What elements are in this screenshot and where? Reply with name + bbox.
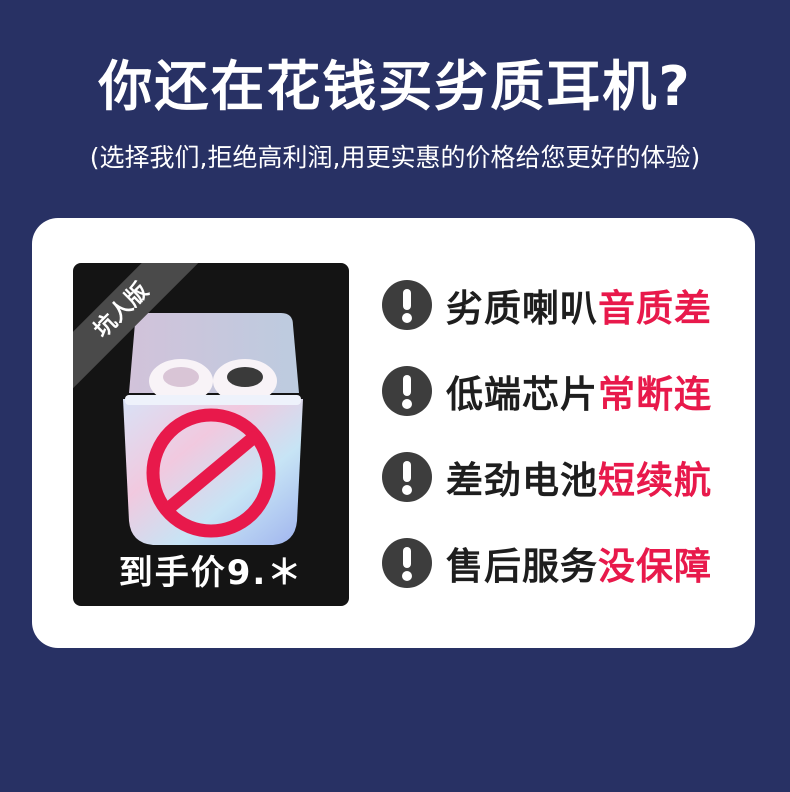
- feature-label: 劣质喇叭: [446, 287, 598, 330]
- feature-highlight: 短续航: [598, 459, 712, 502]
- feature-text: 售后服务没保障: [446, 536, 712, 590]
- feature-highlight: 没保障: [598, 545, 712, 588]
- subline: (选择我们,拒绝高利润,用更实惠的价格给您更好的体验): [89, 143, 701, 172]
- price-label: 到手价9.＊: [118, 553, 304, 593]
- exclamation-icon: [382, 280, 432, 330]
- feature-text: 劣质喇叭音质差: [446, 278, 712, 332]
- exclamation-icon: [382, 366, 432, 416]
- feature-list: 劣质喇叭音质差 低端芯片常断连 差劲电池短续航 售后服务没保障: [382, 276, 742, 620]
- feature-item: 售后服务没保障: [382, 534, 742, 592]
- exclamation-icon: [382, 452, 432, 502]
- feature-label: 售后服务: [446, 545, 598, 588]
- headline: 你还在花钱买劣质耳机?: [98, 55, 692, 118]
- exclamation-icon: [382, 538, 432, 588]
- feature-label: 差劲电池: [446, 459, 598, 502]
- prohibited-icon: [146, 408, 276, 538]
- earbuds-case-image: [123, 313, 303, 545]
- feature-item: 差劲电池短续航: [382, 448, 742, 506]
- feature-highlight: 常断连: [598, 373, 712, 416]
- feature-item: 低端芯片常断连: [382, 362, 742, 420]
- feature-text: 低端芯片常断连: [446, 364, 712, 418]
- feature-label: 低端芯片: [446, 373, 598, 416]
- feature-highlight: 音质差: [598, 287, 712, 330]
- product-photo: 坑人版 到手价9.＊: [73, 263, 349, 606]
- feature-text: 差劲电池短续航: [446, 450, 712, 504]
- comparison-card: 坑人版 到手价9.＊ 劣质喇叭音质差 低端芯片常断连 差劲电池短续航 售后服务没…: [32, 218, 755, 648]
- feature-item: 劣质喇叭音质差: [382, 276, 742, 334]
